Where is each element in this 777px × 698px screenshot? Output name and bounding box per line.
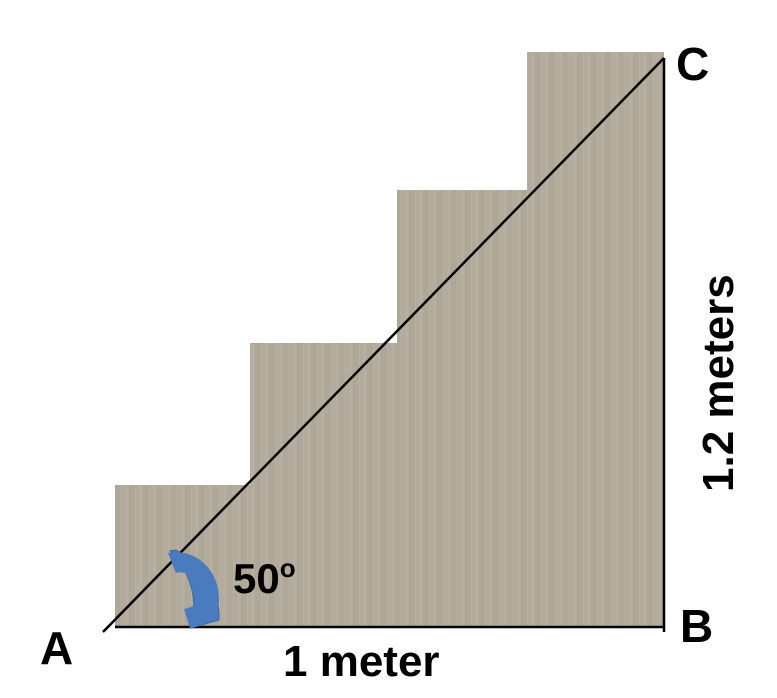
hypotenuse-line — [102, 57, 665, 633]
vertex-c-label: C — [676, 38, 709, 90]
angle-value-label: 50o — [233, 553, 296, 602]
angle-marker-fill — [168, 552, 220, 628]
vertex-b-label: B — [680, 600, 713, 652]
angle-value: 50 — [233, 555, 280, 602]
height-length-label: 1.2 meters — [694, 274, 743, 492]
base-length-label: 1 meter — [283, 637, 440, 686]
staircase-shape — [115, 52, 664, 627]
degree-mark: o — [280, 553, 296, 583]
vertex-a-label: A — [40, 622, 73, 674]
